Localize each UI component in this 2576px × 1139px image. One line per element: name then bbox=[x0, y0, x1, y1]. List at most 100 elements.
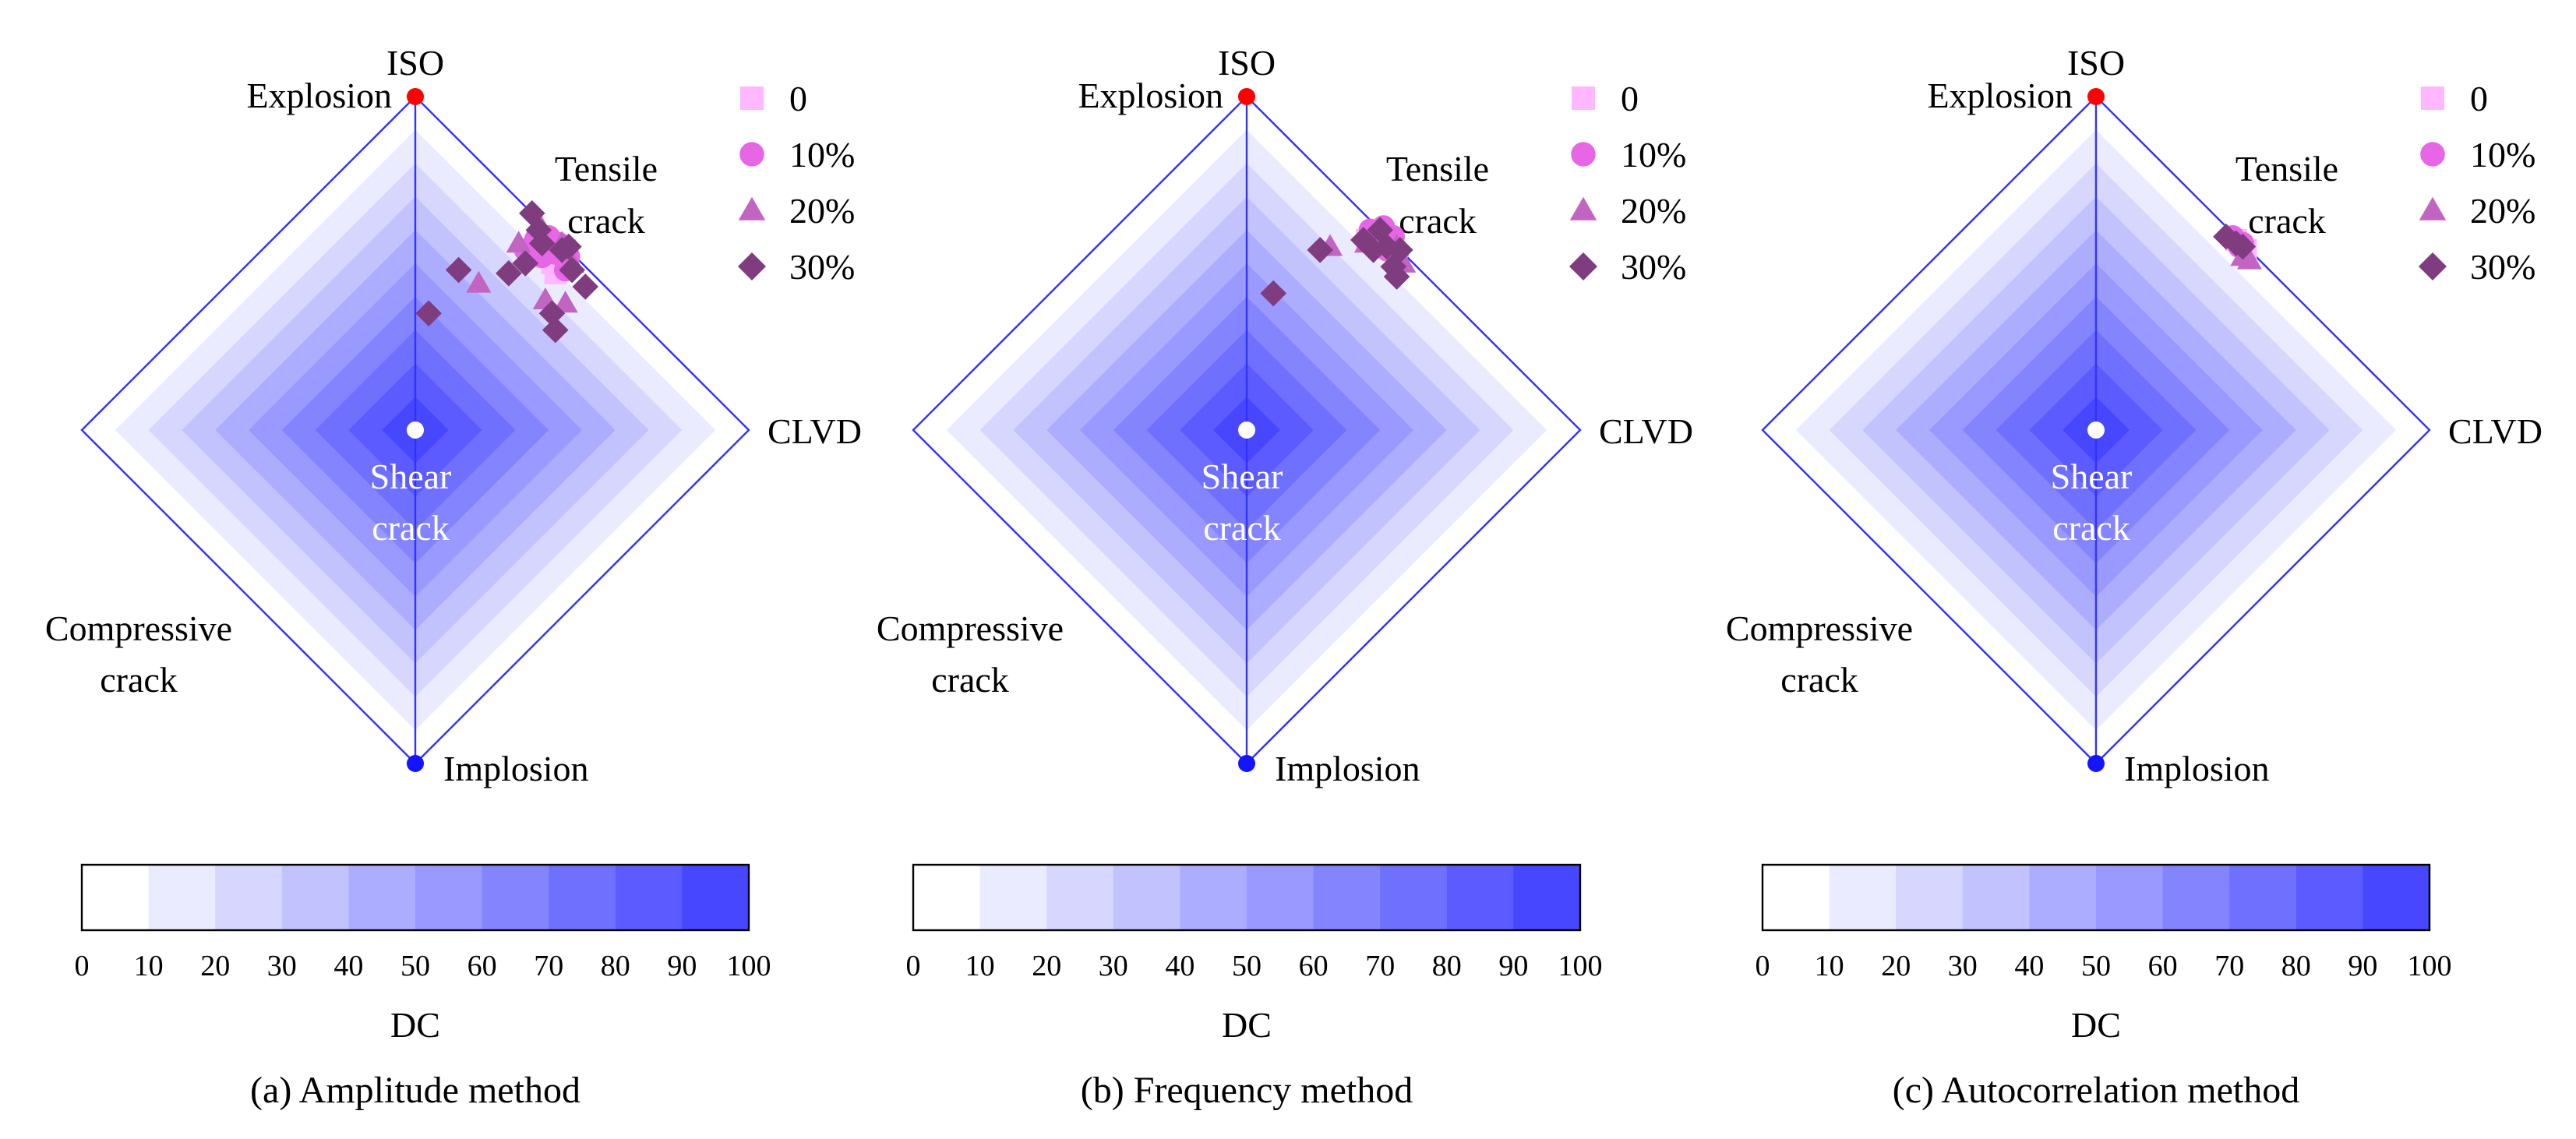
legend-label: 30% bbox=[1621, 247, 1686, 287]
legend-label: 20% bbox=[789, 191, 855, 231]
colorbar-tick: 30 bbox=[1099, 950, 1128, 982]
colorbar-tick: 70 bbox=[534, 950, 563, 982]
legend-marker-diamond bbox=[2419, 252, 2447, 280]
legend-marker-triangle bbox=[2419, 196, 2447, 220]
data-point bbox=[2229, 233, 2257, 260]
colorbar-cell bbox=[1247, 865, 1314, 930]
data-point bbox=[506, 231, 531, 253]
implosion-point bbox=[407, 755, 424, 772]
colorbar-tick: 0 bbox=[75, 950, 90, 982]
explosion-label: Explosion bbox=[246, 76, 392, 115]
colorbar-tick: 10 bbox=[134, 950, 164, 982]
colorbar-frame bbox=[1761, 863, 2431, 932]
colorbar-tick: 80 bbox=[1432, 950, 1462, 982]
colorbar-cell bbox=[682, 865, 750, 930]
colorbar-cell bbox=[1763, 865, 1830, 930]
colorbar: 0 10 20 30 40 50 60 70 80 90 100 DC bbox=[75, 863, 771, 1045]
colorbar-tick: 90 bbox=[667, 950, 697, 982]
data-point bbox=[572, 273, 599, 300]
tensile-label: crack bbox=[2248, 201, 2326, 241]
colorbar-tick: 60 bbox=[2148, 950, 2178, 982]
shear-point bbox=[2087, 421, 2105, 439]
shear-label: Shear bbox=[370, 457, 452, 496]
colorbar-tick: 0 bbox=[1756, 950, 1770, 982]
colorbar-cell bbox=[2229, 865, 2297, 930]
colorbar-tick: 80 bbox=[2281, 950, 2311, 982]
colorbar-cell bbox=[913, 865, 981, 930]
data-point bbox=[445, 256, 472, 284]
colorbar-tick: 50 bbox=[1232, 950, 1262, 982]
colorbar-cell bbox=[482, 865, 549, 930]
legend-label: 30% bbox=[2470, 247, 2535, 287]
shear-label: Shear bbox=[1202, 457, 1283, 496]
legend-label: 0 bbox=[2470, 79, 2488, 118]
colorbar-tick: 100 bbox=[1558, 950, 1603, 982]
clvd-label: CLVD bbox=[1599, 411, 1693, 451]
series-30pct bbox=[1260, 217, 1413, 307]
series-30pct bbox=[415, 200, 599, 344]
colorbar-tick: 20 bbox=[1881, 950, 1911, 982]
colorbar-cell bbox=[415, 865, 483, 930]
explosion-label: Explosion bbox=[1078, 76, 1223, 115]
colorbar-tick: 40 bbox=[333, 950, 363, 982]
data-point bbox=[512, 250, 539, 277]
implosion-point bbox=[1238, 755, 1255, 772]
legend-marker-circle bbox=[2420, 142, 2445, 167]
colorbar-cell bbox=[1046, 865, 1114, 930]
colorbar-tick: 70 bbox=[1365, 950, 1395, 982]
data-point bbox=[528, 230, 556, 257]
shear-label: crack bbox=[372, 508, 450, 548]
legend-label: 20% bbox=[2470, 191, 2535, 231]
colorbar-label: DC bbox=[1222, 1005, 1272, 1045]
implosion-label: Implosion bbox=[443, 749, 589, 788]
iso-label: ISO bbox=[386, 43, 444, 83]
colorbar-label: DC bbox=[390, 1005, 440, 1045]
colorbar-tick: 60 bbox=[468, 950, 497, 982]
colorbar-tick: 100 bbox=[727, 950, 771, 982]
data-point bbox=[2236, 247, 2262, 270]
legend-label: 10% bbox=[2470, 135, 2535, 175]
data-point bbox=[559, 256, 585, 284]
shear-label: crack bbox=[2052, 508, 2130, 548]
colorbar-cell bbox=[1896, 865, 1964, 930]
colorbar-cell bbox=[2295, 865, 2363, 930]
data-point bbox=[538, 300, 566, 326]
colorbar-cell bbox=[615, 865, 683, 930]
panel-title: (b) Frequency method bbox=[1081, 1070, 1413, 1111]
colorbar-cell bbox=[1446, 865, 1514, 930]
explosion-point bbox=[2087, 88, 2105, 105]
tensile-label: crack bbox=[567, 201, 645, 241]
data-point bbox=[415, 300, 442, 326]
colorbar-cell bbox=[2096, 865, 2164, 930]
data-point bbox=[496, 260, 522, 287]
shear-label: Shear bbox=[2051, 457, 2133, 496]
compressive-label: crack bbox=[931, 660, 1009, 700]
colorbar-cell bbox=[348, 865, 416, 930]
iso-label: ISO bbox=[1218, 43, 1276, 83]
colorbar-tick: 50 bbox=[401, 950, 430, 982]
legend-marker-circle bbox=[739, 142, 764, 167]
legend-marker-square bbox=[740, 86, 764, 110]
colorbar-tick: 30 bbox=[267, 950, 297, 982]
series-30pct bbox=[2213, 223, 2257, 260]
legend-label: 30% bbox=[789, 247, 855, 287]
colorbar-tick: 90 bbox=[2348, 950, 2377, 982]
colorbar: 0 10 20 30 40 50 60 70 80 90 100 DC bbox=[1756, 863, 2452, 1045]
legend-label: 20% bbox=[1621, 191, 1686, 231]
legend-label: 0 bbox=[789, 79, 807, 118]
colorbar-tick: 10 bbox=[1815, 950, 1844, 982]
compressive-label: crack bbox=[1780, 660, 1858, 700]
data-point bbox=[525, 217, 552, 243]
iso-label: ISO bbox=[2067, 43, 2125, 83]
data-point bbox=[556, 233, 582, 260]
colorbar-cell bbox=[148, 865, 216, 930]
colorbar-tick: 20 bbox=[200, 950, 230, 982]
data-point bbox=[1307, 237, 1333, 263]
colorbar-tick: 40 bbox=[1165, 950, 1194, 982]
data-point bbox=[552, 291, 578, 313]
compressive-label: Compressive bbox=[45, 608, 232, 648]
